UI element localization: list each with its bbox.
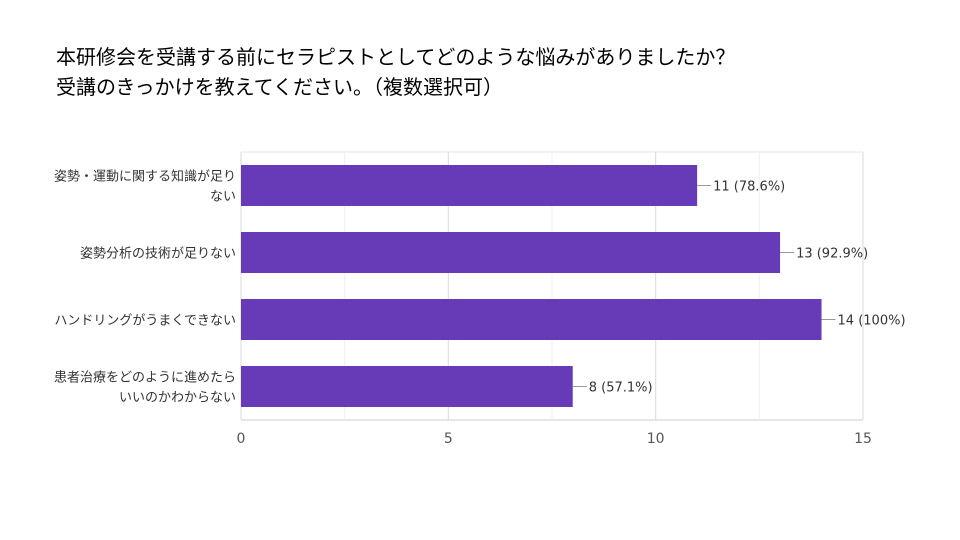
bar-1 xyxy=(241,232,781,273)
x-tick-label-2: 10 xyxy=(647,431,665,447)
data-label-3: 8 (57.1%) xyxy=(589,381,653,396)
bar-3 xyxy=(241,366,573,407)
x-tick-label-1: 5 xyxy=(444,431,453,447)
category-label-0-1: ない xyxy=(210,190,236,205)
category-labels: 姿勢・運動に関する知識が足りない姿勢分析の技術が足りないハンドリングがうまくでき… xyxy=(54,169,236,406)
data-labels: 11 (78.6%) 13 (92.9%) 14 (100%) 8 (57.1%) xyxy=(572,180,906,396)
data-label-0: 11 (78.6%) xyxy=(713,180,785,195)
data-label-2: 14 (100%) xyxy=(838,314,906,329)
category-label-2-0: ハンドリングがうまくできない xyxy=(54,314,236,329)
bar-0 xyxy=(241,165,698,206)
category-label-3-1: いいのかわからない xyxy=(119,391,236,406)
chart-title-line-2: 受講のきっかけを教えてください。（複数選択可） xyxy=(56,75,503,99)
category-label-1-0: 姿勢分析の技術が足りない xyxy=(80,246,236,262)
chart-title: 本研修会を受講する前にセラピストとしてどのような悩みがありましたか？ 受講のきっ… xyxy=(56,42,916,102)
chart-title-line-1: 本研修会を受講する前にセラピストとしてどのような悩みがありましたか？ xyxy=(56,45,736,69)
x-tick-label-0: 0 xyxy=(237,431,246,447)
x-tick-label-3: 15 xyxy=(854,431,872,447)
bars xyxy=(241,165,822,407)
category-label-3-0: 患者治療をどのように進めたら xyxy=(54,371,236,386)
x-axis-ticks: 0 5 10 15 xyxy=(237,431,872,447)
category-label-0-0: 姿勢・運動に関する知識が足り xyxy=(54,169,236,185)
bar-2 xyxy=(241,299,822,340)
data-label-1: 13 (92.9%) xyxy=(796,247,868,262)
